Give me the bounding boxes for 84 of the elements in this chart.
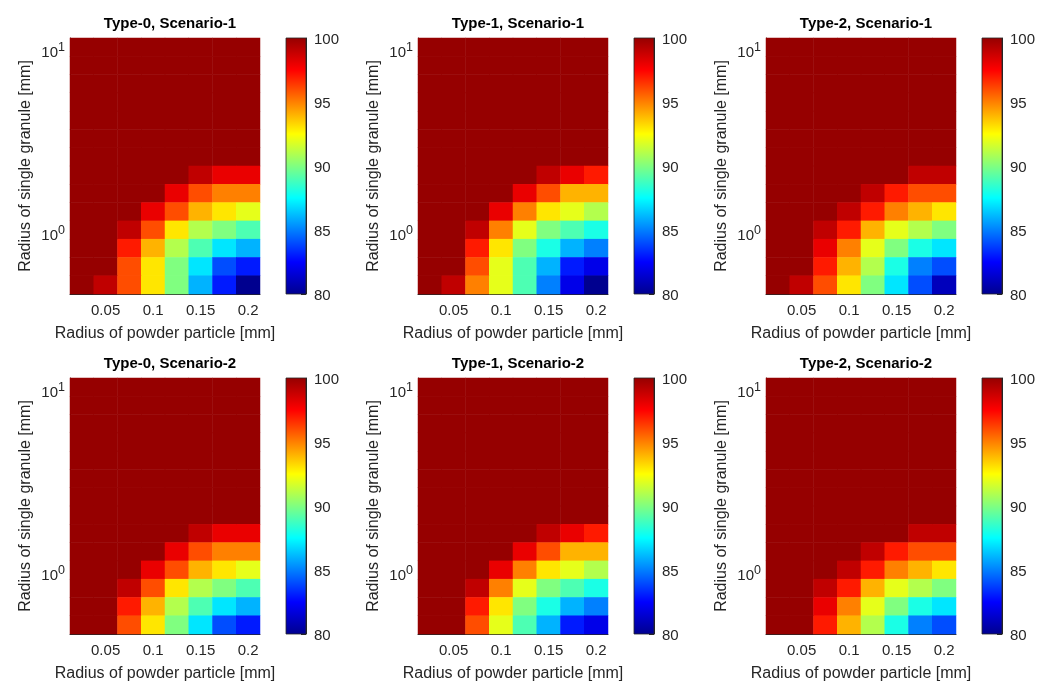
x-tick-label: 0.1 <box>490 641 512 658</box>
chart-title: Type-0, Scenario-1 <box>103 14 237 31</box>
color-bar-label: 85 <box>314 561 331 579</box>
color-bar-label: 80 <box>662 625 679 643</box>
y-tick-label: 10$^{0}$ <box>41 222 65 245</box>
y-tick-label: 10$^{1}$ <box>41 39 65 63</box>
x-tick-label: 0.1 <box>142 301 164 318</box>
color-bar-label: 95 <box>662 93 679 111</box>
color-bar-label: 90 <box>314 157 331 175</box>
color-bar-label: 95 <box>662 433 679 451</box>
chart-title: Type-1, Scenario-1 <box>451 14 585 31</box>
y-axis-title: Radius of single granule [mm] <box>363 60 381 272</box>
x-tick-label: 0.05 <box>91 641 121 658</box>
x-axis-title: Radius of powder particle [mm] <box>750 323 972 341</box>
color-bar-label: 80 <box>314 285 331 303</box>
x-tick-label: 0.2 <box>237 301 259 318</box>
x-axis-title: Radius of powder particle [mm] <box>54 323 276 341</box>
x-tick-label: 0.15 <box>186 641 216 658</box>
x-tick-label: 0.2 <box>585 641 607 658</box>
color-bar-label: 100 <box>662 29 688 47</box>
color-bar-label: 90 <box>662 497 679 515</box>
x-axis-title: Radius of powder particle [mm] <box>750 663 972 681</box>
x-tick-label: 0.05 <box>787 301 817 318</box>
color-bar-label: 80 <box>1010 625 1027 643</box>
color-bar-label: 85 <box>1010 221 1027 239</box>
y-tick-label: 10$^{1}$ <box>41 379 65 403</box>
color-bar-label: 90 <box>314 497 331 515</box>
y-axis-title: Radius of single granule [mm] <box>15 400 33 612</box>
color-bar-label: 85 <box>662 221 679 239</box>
y-tick-label: 10$^{1}$ <box>389 379 413 403</box>
x-axis-title: Radius of powder particle [mm] <box>54 663 276 681</box>
chart-title: Type-1, Scenario-2 <box>451 354 585 371</box>
color-bar-label: 80 <box>662 285 679 303</box>
y-axis-title: Radius of single granule [mm] <box>15 60 33 272</box>
x-tick-label: 0.15 <box>534 641 564 658</box>
y-tick-label: 10$^{0}$ <box>389 562 413 585</box>
color-bar-label: 100 <box>314 29 340 47</box>
chart-title: Type-2, Scenario-2 <box>799 354 933 371</box>
color-bar-label: 100 <box>1010 29 1036 47</box>
y-tick-label: 10$^{1}$ <box>389 39 413 63</box>
y-tick-label: 10$^{1}$ <box>737 379 761 403</box>
color-bar-label: 95 <box>314 93 331 111</box>
color-bar-label: 100 <box>314 369 340 387</box>
x-tick-label: 0.15 <box>882 301 912 318</box>
y-tick-label: 10$^{1}$ <box>737 39 761 63</box>
color-bar-label: 95 <box>1010 93 1027 111</box>
y-axis-title: Radius of single granule [mm] <box>363 400 381 612</box>
x-tick-label: 0.05 <box>787 641 817 658</box>
x-tick-label: 0.1 <box>142 641 164 658</box>
x-axis-title: Radius of powder particle [mm] <box>402 663 624 681</box>
color-bar-label: 95 <box>1010 433 1027 451</box>
y-axis-title: Radius of single granule [mm] <box>711 400 729 612</box>
x-tick-label: 0.15 <box>882 641 912 658</box>
color-bar-label: 90 <box>1010 157 1027 175</box>
color-bar-label: 80 <box>314 625 331 643</box>
color-bar-label: 85 <box>662 561 679 579</box>
x-tick-label: 0.2 <box>933 301 955 318</box>
y-tick-label: 10$^{0}$ <box>389 222 413 245</box>
color-bar-label: 85 <box>314 221 331 239</box>
color-bar-label: 90 <box>662 157 679 175</box>
color-bar-label: 80 <box>1010 285 1027 303</box>
color-bar-label: 100 <box>662 369 688 387</box>
chart-title: Type-2, Scenario-1 <box>799 14 933 31</box>
x-tick-label: 0.1 <box>490 301 512 318</box>
x-tick-label: 0.2 <box>237 641 259 658</box>
x-tick-label: 0.05 <box>91 301 121 318</box>
x-tick-label: 0.2 <box>585 301 607 318</box>
y-axis-title: Radius of single granule [mm] <box>711 60 729 272</box>
y-tick-label: 10$^{0}$ <box>737 562 761 585</box>
y-tick-label: 10$^{0}$ <box>41 562 65 585</box>
x-tick-label: 0.05 <box>439 301 469 318</box>
x-tick-label: 0.1 <box>838 301 860 318</box>
x-tick-label: 0.2 <box>933 641 955 658</box>
x-tick-label: 0.15 <box>534 301 564 318</box>
color-bar-label: 90 <box>1010 497 1027 515</box>
x-axis-title: Radius of powder particle [mm] <box>402 323 624 341</box>
color-bar-label: 95 <box>314 433 331 451</box>
x-tick-label: 0.15 <box>186 301 216 318</box>
chart-title: Type-0, Scenario-2 <box>103 354 237 371</box>
color-bar-label: 85 <box>1010 561 1027 579</box>
x-tick-label: 0.05 <box>439 641 469 658</box>
color-bar-label: 100 <box>1010 369 1036 387</box>
y-tick-label: 10$^{0}$ <box>737 222 761 245</box>
x-tick-label: 0.1 <box>838 641 860 658</box>
